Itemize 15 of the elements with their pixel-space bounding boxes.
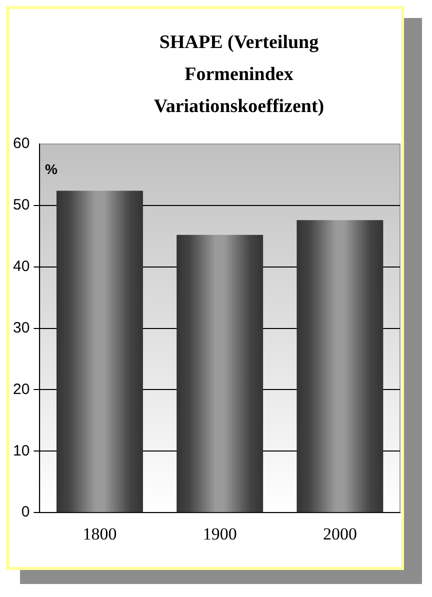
y-tick-label: 20 <box>12 380 30 398</box>
chart-title: SHAPE (Verteilung Formenindex Variationskoeffizent) <box>152 31 326 119</box>
y-tick-label: 10 <box>12 442 30 460</box>
bar <box>176 234 264 512</box>
x-tick-label: 1800 <box>82 524 117 544</box>
bar <box>56 190 143 512</box>
x-tick-label: 1900 <box>202 524 237 544</box>
y-tick-label: 30 <box>12 319 30 336</box>
y-tick-label: 0 <box>21 504 30 521</box>
x-tick-label: 2000 <box>322 524 357 544</box>
y-tick-label: 40 <box>12 258 30 276</box>
y-tick-label: 50 <box>12 196 30 214</box>
y-axis-title: % <box>45 161 58 177</box>
bar <box>296 220 384 512</box>
y-tick-label: 60 <box>12 135 30 152</box>
